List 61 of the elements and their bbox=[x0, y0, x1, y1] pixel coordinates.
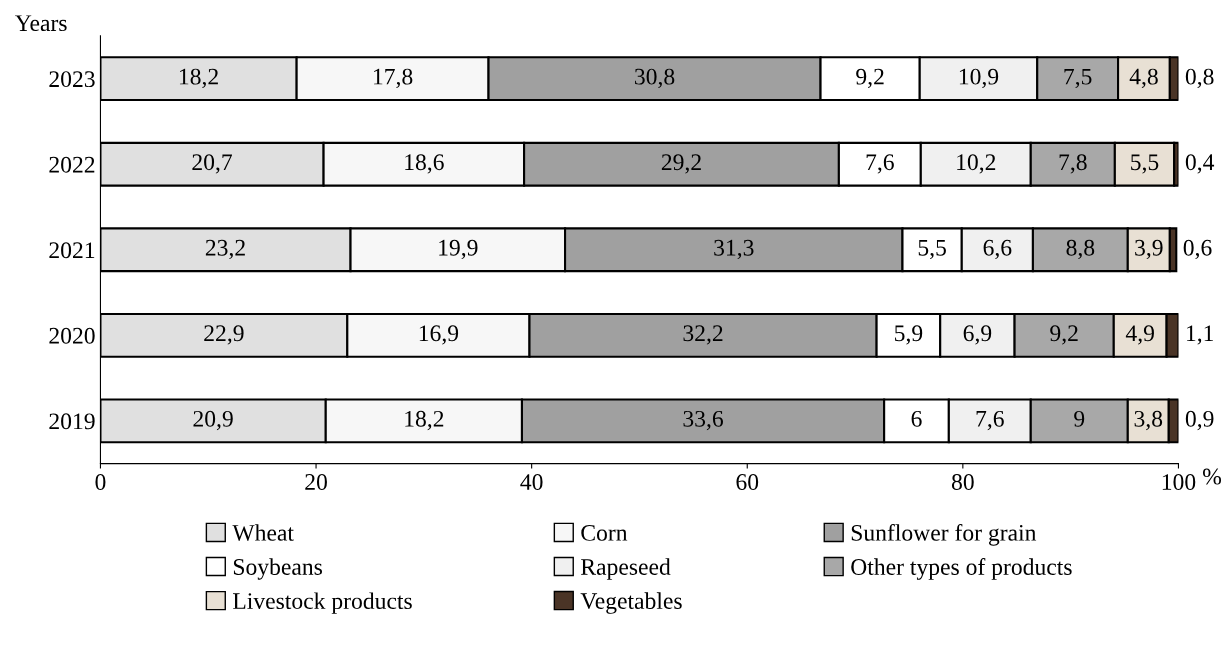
data-label: 20,7 bbox=[192, 154, 232, 174]
x-tick-label: 60 bbox=[736, 474, 759, 490]
data-label: 7,6 bbox=[976, 410, 1004, 431]
data-label: 3,8 bbox=[1134, 410, 1163, 431]
data-label: 22,9 bbox=[204, 325, 244, 345]
data-label: 33,6 bbox=[683, 410, 724, 431]
data-label: 0,8 bbox=[1185, 68, 1214, 88]
data-label: 9,2 bbox=[1050, 325, 1078, 345]
data-label: 7,5 bbox=[1064, 68, 1092, 88]
data-label: 18,2 bbox=[405, 410, 444, 431]
y-axis-title: Years bbox=[15, 15, 67, 32]
data-label: 0,6 bbox=[1183, 239, 1212, 260]
data-label: 0,9 bbox=[1185, 410, 1214, 431]
data-label: 17,8 bbox=[374, 68, 413, 88]
data-label: 23,2 bbox=[205, 239, 245, 260]
x-axis-title: % bbox=[1202, 468, 1222, 485]
data-label: 18,2 bbox=[179, 68, 218, 88]
data-label: 16,9 bbox=[419, 325, 459, 345]
data-label: 4,8 bbox=[1129, 68, 1158, 88]
y-tick-label: 2020 bbox=[49, 327, 95, 344]
data-label: 3,9 bbox=[1135, 239, 1163, 260]
legend-label: Livestock products bbox=[233, 592, 412, 614]
data-label: 10,2 bbox=[957, 154, 996, 174]
data-label: 7,6 bbox=[866, 154, 894, 174]
data-label: 18,6 bbox=[405, 154, 444, 174]
data-label: 9,2 bbox=[856, 68, 884, 88]
data-label: 6,6 bbox=[983, 239, 1012, 260]
x-tick-label: 80 bbox=[951, 474, 974, 490]
data-label: 9 bbox=[1074, 410, 1085, 427]
data-label: 6,9 bbox=[963, 325, 992, 345]
x-tick-label: 20 bbox=[305, 474, 327, 490]
data-label: 29,2 bbox=[661, 154, 701, 174]
x-tick-label: 100 bbox=[1162, 474, 1196, 490]
legend-label: Sunflower for grain bbox=[851, 523, 1037, 546]
data-label: 19,9 bbox=[439, 239, 478, 260]
legend-label: Corn bbox=[581, 524, 628, 541]
data-label: 6 bbox=[911, 410, 922, 427]
y-tick-label: 2021 bbox=[49, 242, 95, 259]
legend-label: Vegetables bbox=[580, 592, 682, 614]
x-tick-label: 0 bbox=[95, 474, 106, 490]
legend-label: Other types of products bbox=[851, 558, 1072, 580]
data-label: 5,5 bbox=[918, 239, 946, 260]
legend-label: Soybeans bbox=[233, 558, 322, 580]
data-label: 31,3 bbox=[714, 239, 754, 260]
x-tick-label: 40 bbox=[520, 474, 543, 490]
data-label: 4,9 bbox=[1125, 325, 1154, 345]
data-label: 8,8 bbox=[1066, 239, 1095, 260]
data-label: 0,4 bbox=[1185, 154, 1215, 174]
data-label: 32,2 bbox=[683, 325, 723, 345]
data-label: 5,5 bbox=[1131, 154, 1159, 174]
y-tick-label: 2019 bbox=[49, 413, 95, 430]
y-tick-label: 2023 bbox=[49, 71, 95, 88]
data-label: 30,8 bbox=[635, 68, 675, 88]
data-label: 10,9 bbox=[959, 68, 999, 88]
data-label: 7,8 bbox=[1059, 154, 1087, 174]
legend-label: Wheat bbox=[232, 524, 294, 541]
data-label: 1,1 bbox=[1186, 325, 1214, 345]
data-label: 5,9 bbox=[895, 325, 923, 345]
y-tick-label: 2022 bbox=[49, 156, 95, 173]
data-label: 20,9 bbox=[193, 410, 233, 431]
legend-label: Rapeseed bbox=[581, 558, 671, 580]
